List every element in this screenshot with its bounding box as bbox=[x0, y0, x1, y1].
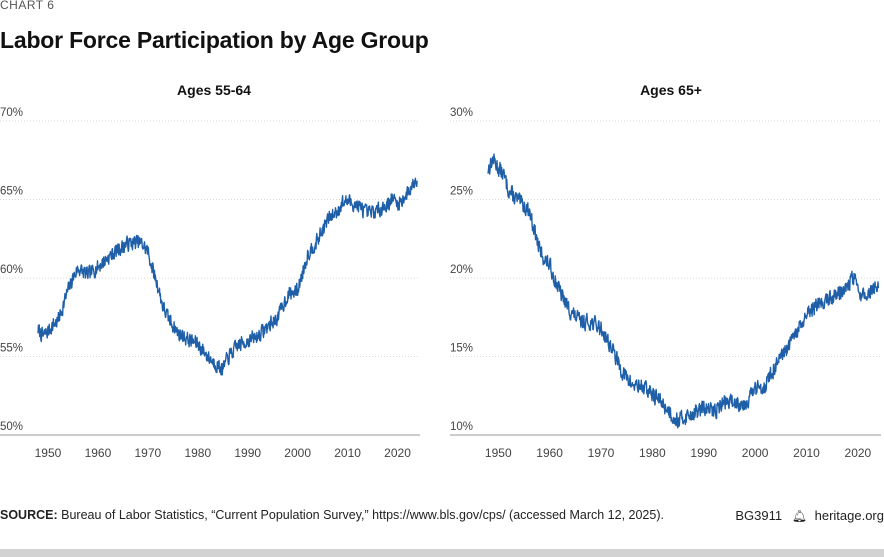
x-tick-label: 1950 bbox=[35, 446, 62, 460]
x-tick-label: 1960 bbox=[85, 446, 112, 460]
y-tick-label: 65% bbox=[0, 186, 23, 198]
source-text: Bureau of Labor Statistics, “Current Pop… bbox=[61, 508, 664, 522]
chart-title: Labor Force Participation by Age Group bbox=[0, 27, 429, 53]
x-tick-label: 1970 bbox=[588, 446, 615, 460]
y-tick-label: 20% bbox=[450, 264, 473, 276]
charts-area: Ages 55-64 50% 55% 60% 65% 70% 1950 1960 1970 198… bbox=[0, 82, 881, 460]
x-tick-label: 1980 bbox=[184, 446, 211, 460]
y-tick-label: 55% bbox=[0, 343, 23, 355]
series-line bbox=[37, 177, 418, 376]
y-tick-label: 25% bbox=[450, 186, 473, 198]
x-tick-label: 2000 bbox=[742, 446, 769, 460]
panel-left: Ages 55-64 50% 55% 60% 65% 70% 1950 1960 1970 198… bbox=[0, 82, 420, 460]
y-tick-label: 30% bbox=[450, 107, 473, 119]
liberty-bell-icon: 🔔︎ bbox=[791, 509, 807, 523]
bottom-bar bbox=[0, 549, 884, 557]
brand-block: BG3911 🔔︎ heritage.org bbox=[735, 508, 884, 523]
x-tick-label: 1990 bbox=[234, 446, 261, 460]
x-tick-label: 2020 bbox=[845, 446, 872, 460]
brand-url[interactable]: heritage.org bbox=[814, 508, 884, 523]
source-note: SOURCE: Bureau of Labor Statistics, “Cur… bbox=[0, 508, 664, 522]
y-tick-label: 70% bbox=[0, 107, 23, 119]
x-tick-label: 2010 bbox=[334, 446, 361, 460]
x-tick-label: 1980 bbox=[639, 446, 666, 460]
x-tick-label: 1960 bbox=[536, 446, 563, 460]
y-tick-label: 60% bbox=[0, 264, 23, 276]
x-tick-label: 2010 bbox=[793, 446, 820, 460]
chart-number-label: CHART 6 bbox=[0, 0, 55, 12]
x-tick-label: 1970 bbox=[135, 446, 162, 460]
series-line bbox=[487, 153, 880, 429]
x-tick-label: 2020 bbox=[384, 446, 411, 460]
y-tick-label: 10% bbox=[450, 421, 473, 433]
y-tick-label: 15% bbox=[450, 343, 473, 355]
report-id: BG3911 bbox=[735, 508, 783, 523]
x-tick-label: 1990 bbox=[690, 446, 717, 460]
x-tick-label: 2000 bbox=[284, 446, 311, 460]
source-label: SOURCE: bbox=[0, 508, 58, 522]
y-tick-label: 50% bbox=[0, 421, 23, 433]
panel-title: Ages 55-64 bbox=[177, 82, 251, 98]
panel-right: Ages 65+ 10% 15% 20% 25% 30% 1950 1960 1970 1980 1… bbox=[450, 82, 881, 460]
x-tick-label: 1950 bbox=[485, 446, 512, 460]
panel-title: Ages 65+ bbox=[640, 82, 702, 98]
